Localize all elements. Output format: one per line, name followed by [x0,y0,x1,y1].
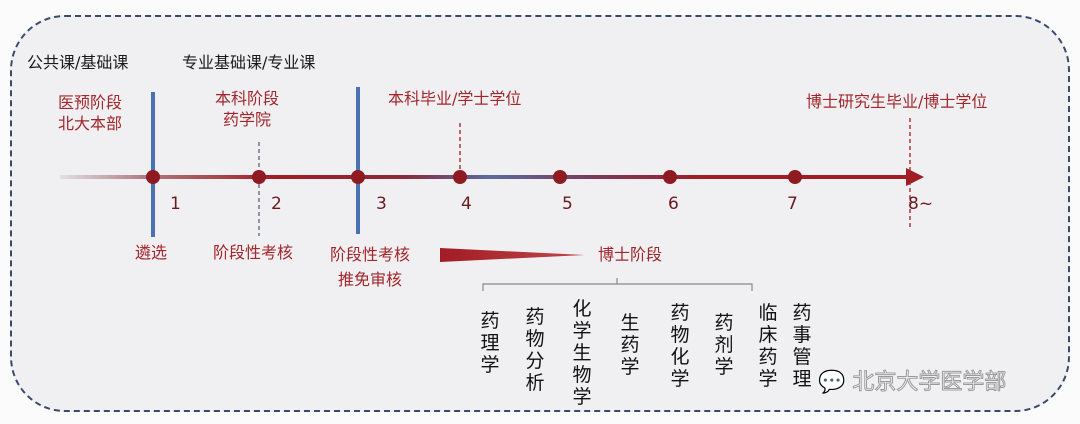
diagram-frame [10,15,1070,412]
label-bachelor: 本科毕业/学士学位 [388,89,522,108]
label-selection: 遴选 [135,243,168,262]
discipline-pharmaceutical-analysis: 药物分析 [525,306,545,394]
discipline-clinical-pharmacy: 临床药学 [758,302,778,390]
timeline-arrowhead [906,168,924,186]
year-2: 2 [271,194,282,214]
discipline-pharmaceutics: 药剂学 [714,312,734,378]
premed-line2: 北大本部 [58,114,123,133]
label-undergrad: 本科阶段 药学院 [215,88,279,130]
discipline-pharmacology: 药理学 [480,310,500,376]
assessment2-line2: 推免审核 [338,270,403,289]
undergrad-line2: 药学院 [223,110,272,129]
label-assessment-recommendation: 阶段性考核 推免审核 [330,242,410,292]
discipline-pharmacognosy: 生药学 [620,312,640,378]
year-6: 6 [668,194,679,214]
watermark: 💬 北京大学医学部 [818,364,1007,396]
year-dot [453,170,467,184]
assessment2-line1: 阶段性考核 [330,245,411,264]
watermark-text: 北京大学医学部 [852,370,1007,396]
year-7: 7 [787,194,798,214]
undergrad-line1: 本科阶段 [215,89,280,108]
phd-wedge [440,248,585,262]
year-dot [663,170,677,184]
label-phd-stage: 博士阶段 [598,245,663,264]
label-premed: 医预阶段 北大本部 [58,92,122,134]
year-dot [252,170,266,184]
year-dot [351,170,365,184]
label-major-courses: 专业基础课/专业课 [182,53,316,72]
year-1: 1 [170,194,181,214]
label-assessment: 阶段性考核 [213,243,294,262]
label-phd-graduation: 博士研究生毕业/博士学位 [806,92,988,111]
discipline-medicinal-chemistry: 药物化学 [670,302,690,390]
disciplines-bracket [482,278,753,291]
year-dot [788,170,802,184]
discipline-chemical-biology: 化学生物学 [572,298,592,408]
year-4: 4 [461,194,472,214]
year-3: 3 [376,194,387,214]
year-dot [146,170,160,184]
year-5: 5 [562,194,573,214]
discipline-pharmacy-administration: 药事管理 [792,302,812,390]
premed-line1: 医预阶段 [58,93,123,112]
year-dot [553,170,567,184]
year-8: 8~ [908,194,934,214]
wechat-icon: 💬 [818,370,846,395]
label-general-courses: 公共课/基础课 [27,53,129,72]
